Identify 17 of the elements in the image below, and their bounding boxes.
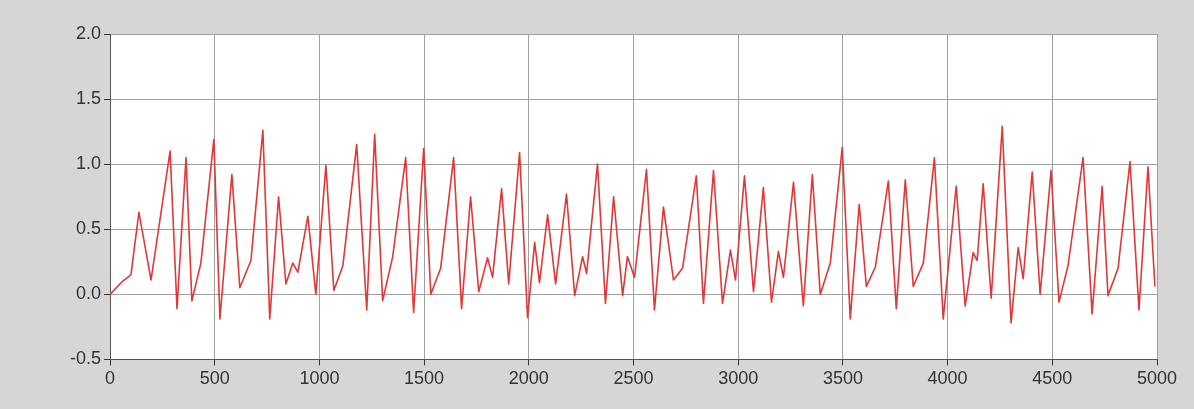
x-tick-label: 3500 xyxy=(822,368,863,389)
x-tick-label: 0 xyxy=(104,368,116,389)
x-tick-label: 2000 xyxy=(508,368,549,389)
x-tick-label: 3000 xyxy=(718,368,759,389)
x-tick-label: 1000 xyxy=(299,368,340,389)
y-tick-label: 0.5 xyxy=(75,218,101,239)
y-tick-label: 2.0 xyxy=(75,22,101,43)
x-tick-label: 4500 xyxy=(1032,368,1073,389)
y-tick-label: 1.0 xyxy=(75,153,101,174)
y-tick-label: 1.5 xyxy=(75,88,101,109)
x-tick-label: 4000 xyxy=(927,368,968,389)
x-tick-label: 5000 xyxy=(1136,368,1178,389)
x-tick-label: 500 xyxy=(199,368,230,389)
x-tick-label: 2500 xyxy=(613,368,654,389)
y-tick-label: 0.0 xyxy=(75,283,101,304)
x-tick-label: 1500 xyxy=(404,368,445,389)
y-tick-label: -0.5 xyxy=(69,348,101,369)
